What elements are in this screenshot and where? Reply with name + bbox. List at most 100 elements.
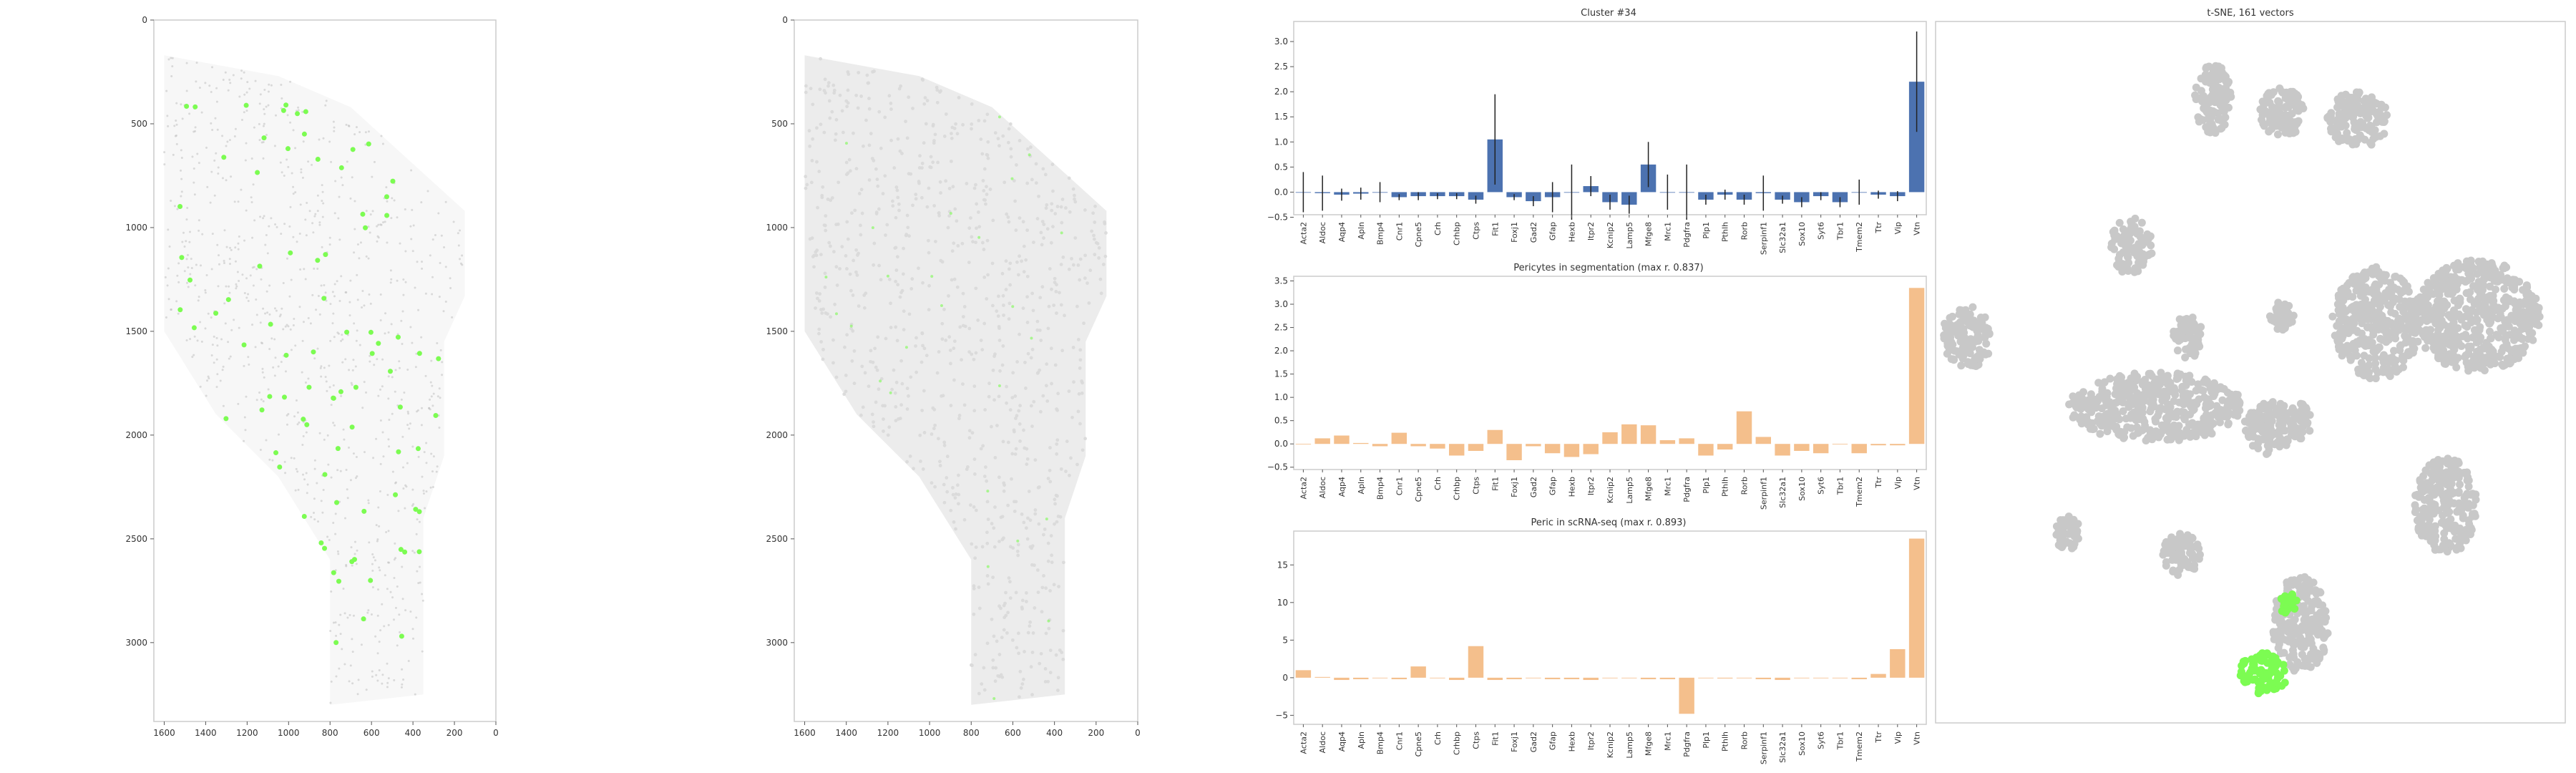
- tissue-point: [386, 681, 389, 684]
- tissue-point: [245, 277, 248, 280]
- tsne-point: [2280, 648, 2288, 657]
- tissue-point: [1048, 648, 1053, 653]
- tissue-point: [411, 208, 414, 211]
- tsne-point: [2289, 311, 2298, 320]
- highlight-cell: [221, 155, 227, 160]
- tissue-point: [883, 404, 887, 408]
- tissue-point: [318, 221, 321, 224]
- tsne-point: [2466, 264, 2474, 273]
- x-tick-label: Gfap: [1548, 222, 1558, 240]
- tissue-point: [215, 336, 218, 339]
- tissue-point: [289, 205, 292, 208]
- tissue-point: [877, 263, 882, 268]
- tissue-point: [864, 291, 868, 296]
- tissue-point: [1048, 589, 1052, 593]
- tissue-point: [981, 444, 985, 448]
- tsne-point: [1943, 341, 1952, 350]
- tissue-point: [953, 496, 957, 500]
- tissue-point: [1050, 553, 1054, 558]
- tsne-point: [2476, 282, 2484, 291]
- tissue-point: [346, 616, 349, 619]
- tissue-point: [1019, 686, 1023, 690]
- tissue-point: [284, 325, 287, 328]
- tissue-point: [894, 279, 898, 283]
- tsne-point: [2278, 87, 2286, 96]
- x-tick-label: 0: [493, 728, 499, 738]
- tissue-point: [1015, 414, 1019, 418]
- tissue-point: [962, 517, 967, 522]
- tissue-point: [251, 236, 254, 239]
- tissue-point: [872, 69, 876, 73]
- tissue-point: [857, 71, 861, 74]
- tsne-point: [2389, 323, 2398, 331]
- tsne-point: [2414, 337, 2422, 346]
- tsne-point: [2066, 530, 2074, 538]
- tissue-point: [999, 515, 1003, 520]
- tissue-point: [826, 81, 831, 85]
- tsne-point: [2405, 301, 2414, 310]
- bar: [1583, 444, 1599, 454]
- tsne-point: [2380, 296, 2389, 305]
- y-tick-label: 0: [1282, 673, 1288, 683]
- tissue-point: [948, 349, 952, 352]
- tissue-point: [313, 518, 316, 521]
- tissue-point: [985, 297, 989, 301]
- tissue-point: [386, 561, 389, 564]
- tissue-point: [426, 190, 429, 193]
- x-tick-label: Foxj1: [1510, 222, 1519, 243]
- tissue-point: [237, 200, 240, 203]
- tissue-point: [1059, 263, 1063, 266]
- tissue-point: [815, 126, 819, 130]
- tsne-point: [2354, 89, 2363, 98]
- tissue-point: [951, 486, 955, 490]
- tissue-point: [1067, 176, 1071, 180]
- tissue-point: [1083, 208, 1087, 212]
- tissue-point: [844, 253, 848, 258]
- tissue-point: [349, 664, 352, 667]
- tissue-point: [386, 686, 389, 689]
- tissue-point: [235, 287, 238, 290]
- tissue-point: [1012, 429, 1016, 434]
- tissue-point: [409, 610, 412, 613]
- tissue-point: [357, 679, 360, 681]
- tissue-point: [210, 316, 213, 319]
- tissue-point: [949, 159, 953, 163]
- tissue-point: [914, 336, 918, 340]
- y-tick-label: −0.5: [1267, 462, 1288, 472]
- tissue-point: [244, 159, 247, 162]
- tissue-point: [343, 438, 346, 441]
- tissue-point: [190, 258, 192, 261]
- tsne-point: [2534, 303, 2543, 312]
- tissue-point: [987, 381, 991, 386]
- tissue-point: [944, 339, 948, 342]
- tissue-point: [369, 231, 371, 234]
- tsne-point: [2439, 275, 2448, 283]
- tsne-point: [2431, 545, 2439, 554]
- tissue-point: [166, 284, 169, 287]
- highlight-cell: [323, 252, 328, 258]
- tissue-point: [1088, 268, 1093, 273]
- tissue-point: [1023, 650, 1026, 653]
- tissue-point: [245, 110, 248, 112]
- tissue-point: [897, 208, 901, 213]
- tissue-point: [290, 349, 293, 351]
- tissue-point: [867, 97, 871, 100]
- tsne-point: [2182, 314, 2191, 323]
- tissue-point: [932, 204, 937, 208]
- tissue-point: [1025, 181, 1030, 185]
- tissue-point: [1014, 228, 1018, 233]
- tissue-point: [189, 338, 192, 341]
- tissue-point: [282, 282, 285, 285]
- tissue-point: [189, 230, 192, 233]
- tissue-point: [950, 249, 955, 253]
- tissue-point: [1046, 679, 1050, 684]
- tissue-point: [1028, 145, 1033, 150]
- tissue-point: [381, 142, 384, 145]
- tissue-point: [1015, 260, 1019, 264]
- bar: [1813, 677, 1829, 679]
- tissue-point: [950, 136, 954, 140]
- highlight-cell: [315, 258, 321, 263]
- tsne-point: [2180, 415, 2189, 424]
- highlight-cell: [1060, 231, 1063, 235]
